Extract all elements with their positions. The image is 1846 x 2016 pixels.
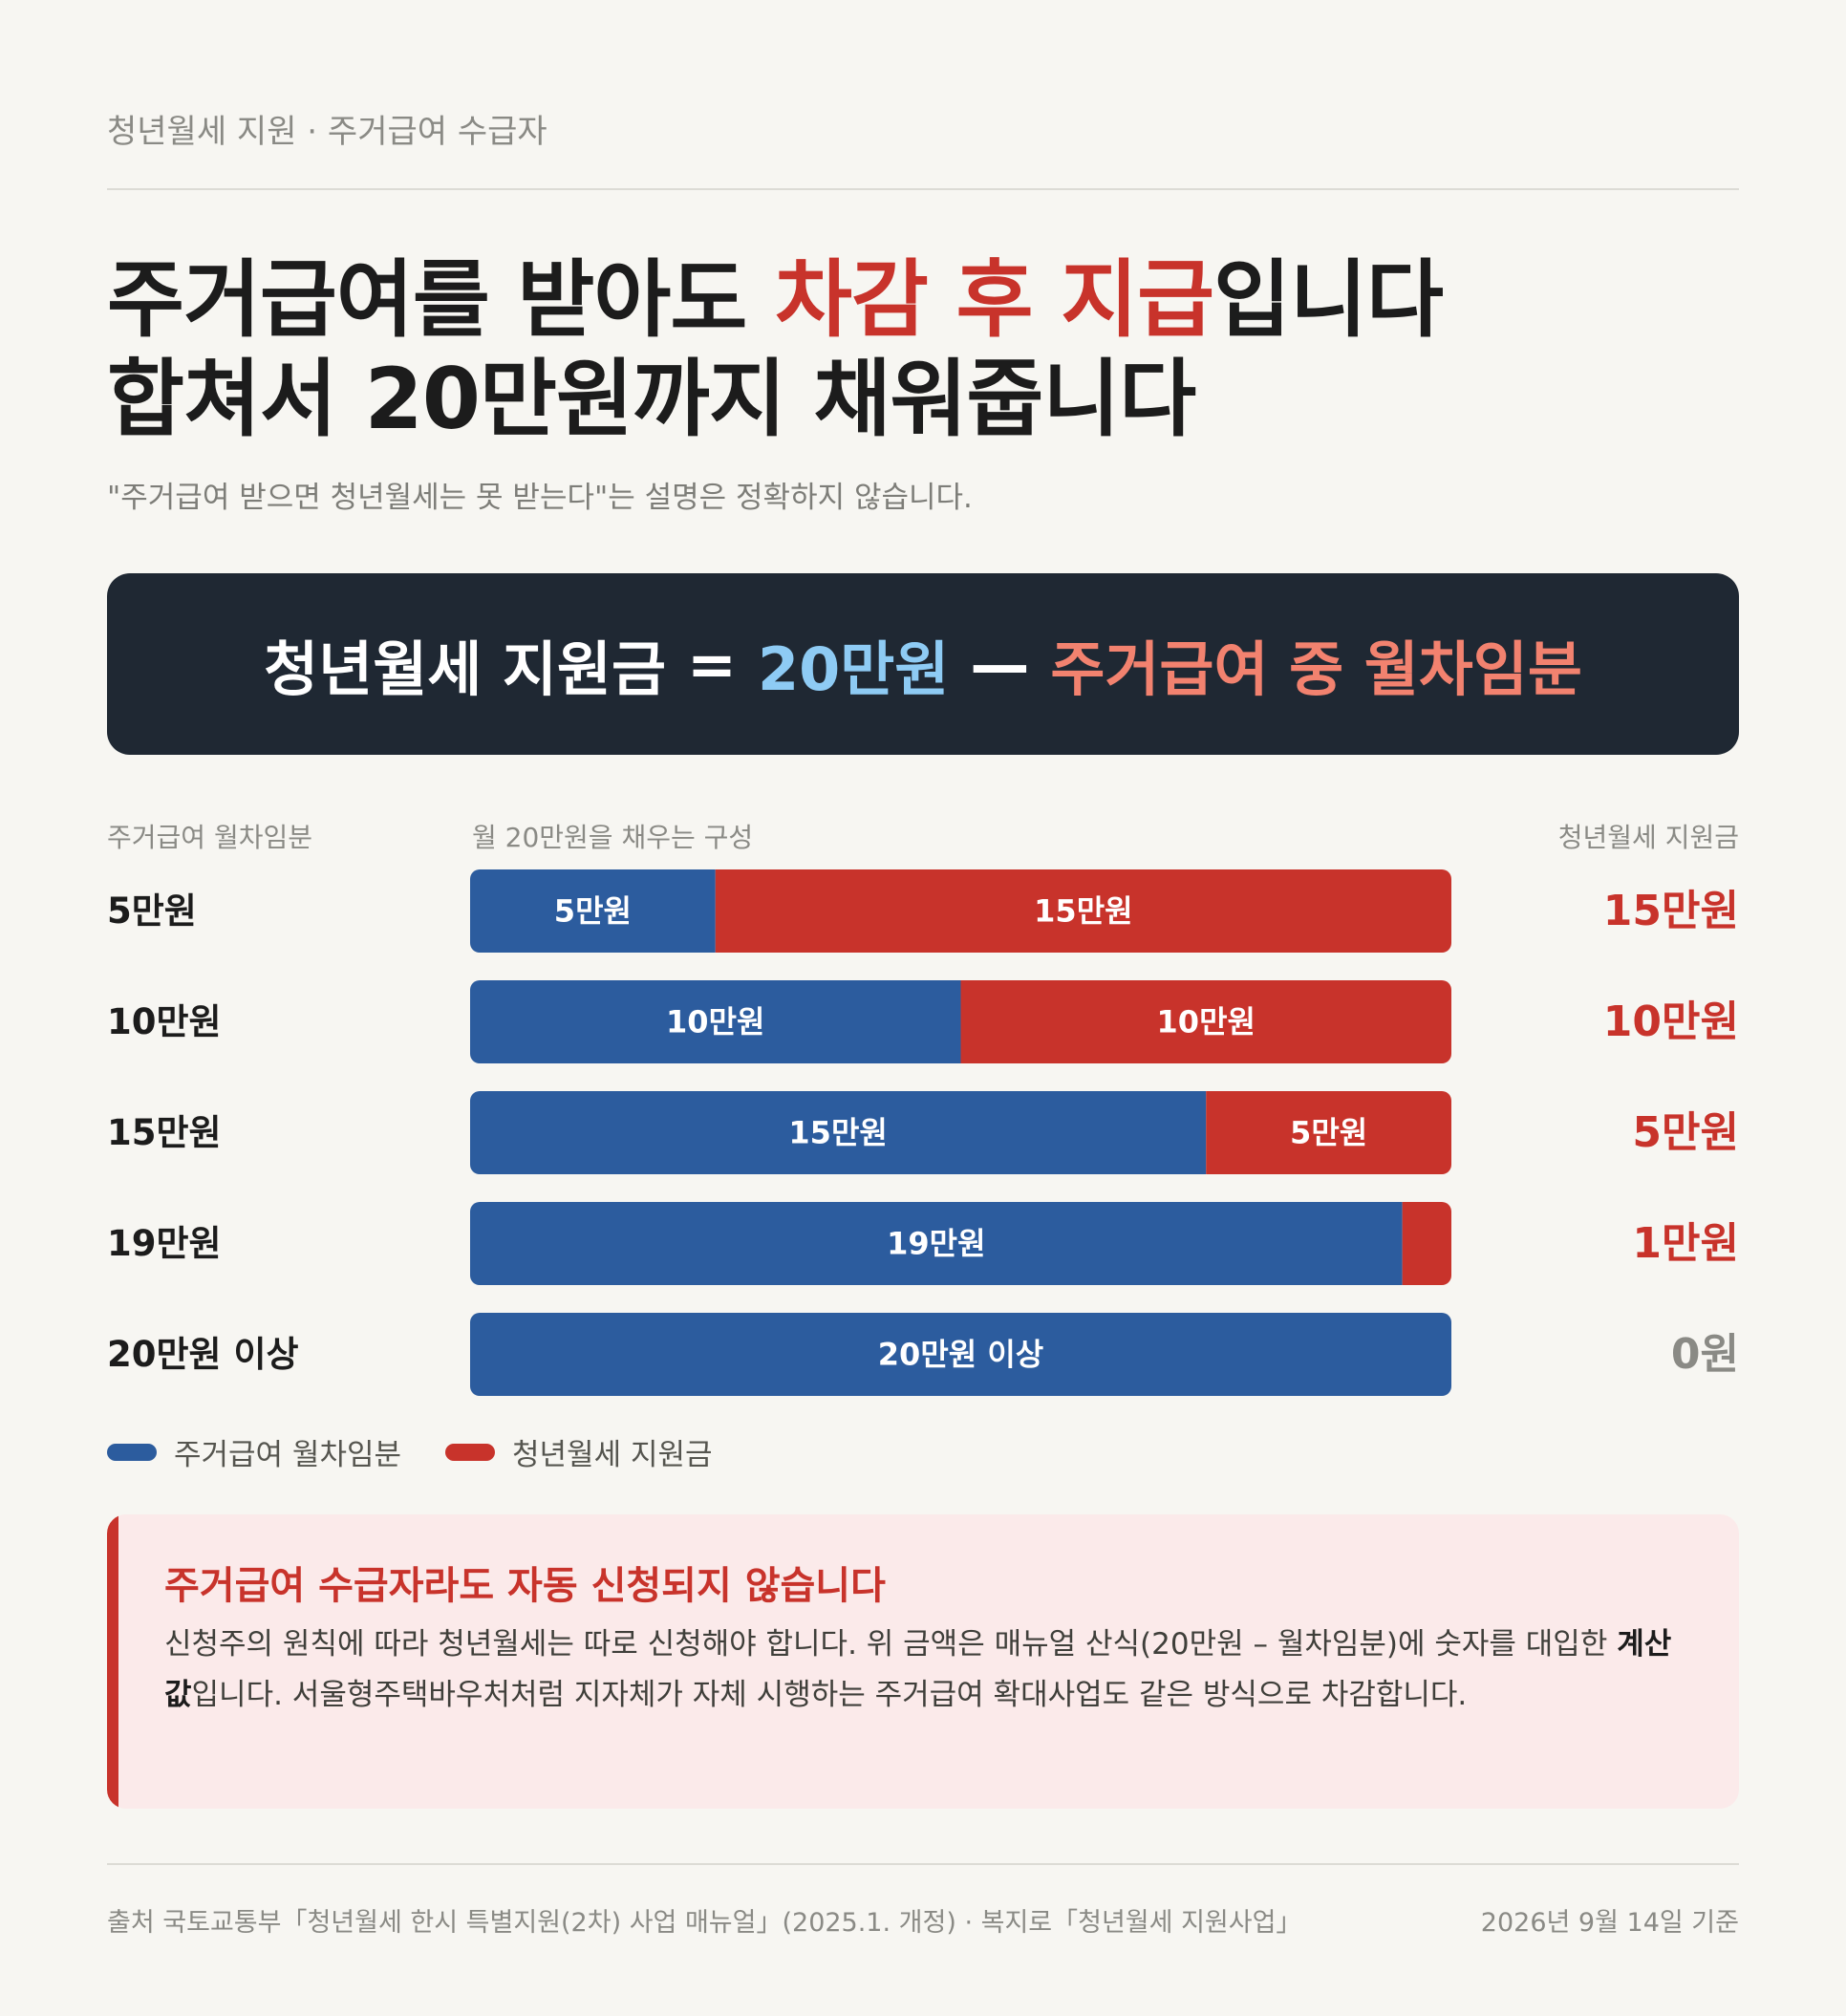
bar-row [470,869,1451,953]
column-header-middle: 월 20만원을 채우는 구성 [472,822,754,853]
bar-segment-subsidy [960,980,1451,1063]
bar-row [470,980,1451,1063]
subline: "주거급여 받으면 청년월세는 못 받는다"는 설명은 정확하지 않습니다. [107,481,973,515]
headline-line-2: 합쳐서 20만원까지 채워줍니다 [107,350,1196,448]
bar-segment-label: 15만원 [788,1115,887,1151]
legend-item-subsidy: 청년월세 지원금 [445,1430,713,1473]
subsidy-amount: 15만원 [1603,887,1739,935]
formula-left: 청년월세 지원금 [264,634,667,704]
headline-line1-post: 입니다 [1213,250,1444,349]
bar-segment-subsidy [1402,1202,1451,1285]
bar-row [470,1202,1451,1285]
category-label: 20만원 이상 [107,1334,299,1375]
bar-segment-housing [470,1202,1403,1285]
category-label: 5만원 [107,890,197,932]
formula-amount: 20만원 [757,634,950,704]
column-header-right: 청년월세 지원금 [1557,822,1739,853]
bar-segment-subsidy [1206,1091,1451,1174]
bar-row [470,1091,1451,1174]
callout-title: 주거급여 수급자라도 자동 신청되지 않습니다 [164,1564,886,1608]
headline-line-1: 주거급여를 받아도 차감 후 지급입니다 [107,250,1444,350]
bar-segment-housing [470,1313,1451,1396]
legend: 주거급여 월차임분 청년월세 지원금 [107,1430,757,1473]
subsidy-amount: 10만원 [1603,997,1739,1046]
subsidy-amount: 0원 [1671,1330,1739,1379]
notice-callout: 주거급여 수급자라도 자동 신청되지 않습니다 신청주의 원칙에 따라 청년월세… [107,1514,1739,1809]
bar-segment-label: 5만원 [1290,1115,1367,1151]
legend-label-subsidy: 청년월세 지원금 [512,1438,713,1472]
bar-segment-label: 10만원 [1157,1004,1256,1040]
bar-segment-label: 5만원 [554,893,632,930]
callout-accent-bar [107,1514,118,1809]
bar-segment-housing [470,869,716,953]
formula-banner: 청년월세 지원금 = 20만원 — 주거급여 중 월차임분 [107,573,1739,755]
subsidy-amount: 5만원 [1632,1108,1739,1157]
bar-segment-label: 20만원 이상 [878,1337,1043,1373]
legend-label-housing: 주거급여 월차임분 [174,1438,402,1472]
bar-segment-subsidy [715,869,1451,953]
headline-accent: 차감 후 지급 [774,250,1214,349]
category-label: 19만원 [107,1223,222,1264]
callout-body-post: 입니다. 서울형주택바우처처럼 지자체가 자체 시행하는 주거급여 확대사업도 … [191,1678,1468,1712]
bar-segment-label: 15만원 [1034,893,1132,930]
formula-minus: — [970,629,1030,699]
footer-source: 출처 국토교통부「청년월세 한시 특별지원(2차) 사업 매뉴얼」(2025.1… [107,1908,1302,1938]
stacked-bar-chart: 5만원 5만원 15만원 15만원 10만원 10만원 10만원 10만원 15만원 15만원 5만… [107,869,1739,1396]
formula-equals: = [687,629,737,699]
legend-swatch-subsidy [445,1443,496,1461]
bottom-divider [107,1863,1739,1865]
bar-row [470,1313,1451,1396]
column-header-left: 주거급여 월차임분 [107,822,312,853]
callout-body-bold: 계산값 [164,1627,1672,1712]
footer-date: 2026년 9월 14일 기준 [1480,1908,1739,1938]
headline-line1-pre: 주거급여를 받아도 [107,250,775,349]
bar-segment-label: 19만원 [887,1226,985,1262]
legend-item-housing: 주거급여 월차임분 [107,1430,401,1473]
callout-body-pre: 신청주의 원칙에 따라 청년월세는 따로 신청해야 합니다. 위 금액은 매뉴얼… [164,1627,1618,1662]
formula-right: 주거급여 중 월차임분 [1050,634,1582,704]
bar-segment-housing [470,1091,1207,1174]
bar-segment-housing [470,980,961,1063]
callout-body: 신청주의 원칙에 따라 청년월세는 따로 신청해야 합니다. 위 금액은 매뉴얼… [164,1619,1693,1721]
subsidy-amount: 1만원 [1632,1219,1739,1268]
category-label: 15만원 [107,1112,222,1153]
kicker: 청년월세 지원 · 주거급여 수급자 [107,113,547,151]
bar-segment-label: 10만원 [666,1004,764,1040]
legend-swatch-housing [107,1443,157,1461]
top-divider [107,188,1739,190]
headline: 주거급여를 받아도 차감 후 지급입니다 합쳐서 20만원까지 채워줍니다 [107,250,1444,449]
category-label: 10만원 [107,1001,222,1042]
